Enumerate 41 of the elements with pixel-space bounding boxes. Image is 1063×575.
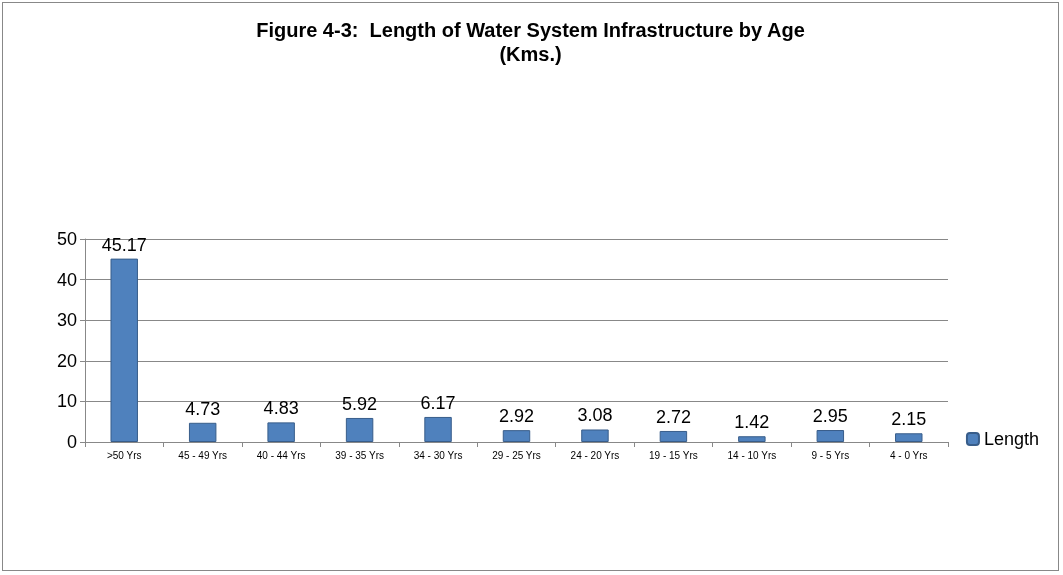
chart-title: Figure 4-3: Length of Water System Infrastructure by Age (Kms.) bbox=[256, 19, 805, 65]
x-tick-label: 45 - 49 Yrs bbox=[178, 449, 228, 461]
y-tick-label: 20 bbox=[56, 350, 77, 371]
x-tick-label: 19 - 15 Yrs bbox=[649, 449, 698, 461]
x-tick-label: 24 - 20 Yrs bbox=[570, 449, 620, 461]
data-label: 3.08 bbox=[577, 405, 613, 426]
data-label: 2.95 bbox=[812, 406, 848, 427]
data-label: 4.73 bbox=[185, 398, 221, 419]
data-label: 2.15 bbox=[891, 409, 927, 430]
data-label: 45.17 bbox=[101, 234, 147, 255]
bar bbox=[816, 430, 845, 442]
data-label: 2.72 bbox=[655, 406, 691, 427]
y-tick-label: 0 bbox=[66, 432, 77, 452]
x-tick-label: 39 - 35 Yrs bbox=[335, 449, 384, 461]
data-label: 1.42 bbox=[734, 412, 770, 433]
y-tick-label: 50 bbox=[56, 229, 77, 249]
data-label: 6.17 bbox=[420, 392, 456, 413]
x-tick-label: 9 - 5 Yrs bbox=[811, 449, 850, 461]
data-label: 4.83 bbox=[263, 398, 299, 419]
x-tick-label: 40 - 44 Yrs bbox=[256, 449, 306, 461]
x-tick-label: 29 - 25 Yrs bbox=[492, 449, 541, 461]
bar bbox=[502, 430, 531, 442]
x-tick-label: 14 - 10 Yrs bbox=[727, 449, 777, 461]
bar bbox=[424, 416, 452, 442]
bar bbox=[895, 433, 923, 442]
y-tick-label: 40 bbox=[56, 269, 77, 290]
x-tick-label: 34 - 30 Yrs bbox=[413, 449, 463, 461]
bar bbox=[659, 430, 688, 442]
bar bbox=[188, 422, 217, 442]
legend-label: Length bbox=[983, 429, 1040, 449]
bar bbox=[581, 429, 609, 442]
x-tick-label: 4 - 0 Yrs bbox=[889, 449, 928, 461]
y-tick-label: 10 bbox=[56, 391, 77, 412]
bar bbox=[110, 258, 138, 442]
bar bbox=[345, 417, 374, 442]
data-label: 5.92 bbox=[342, 393, 378, 414]
bar bbox=[267, 422, 295, 442]
bar bbox=[738, 436, 766, 442]
data-label: 2.92 bbox=[498, 406, 535, 427]
y-tick-label: 30 bbox=[56, 310, 77, 331]
x-tick-label: >50 Yrs bbox=[106, 449, 142, 461]
